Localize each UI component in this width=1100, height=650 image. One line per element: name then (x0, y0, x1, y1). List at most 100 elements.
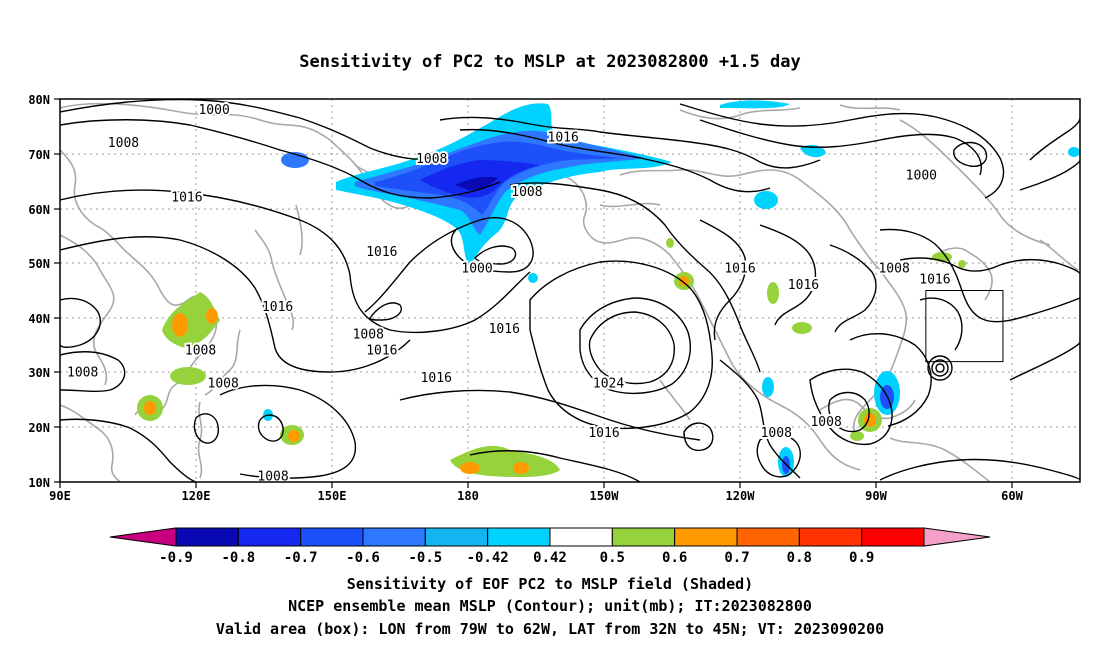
colorbar-level-label: 0.7 (724, 550, 749, 566)
lat-label: 20N (28, 421, 50, 435)
lon-label: 90E (49, 489, 71, 503)
positive-blob-plains (792, 322, 812, 334)
map-frame (59, 98, 1081, 483)
colorbar-level-label: -0.8 (221, 550, 255, 566)
latitude-labels: 80N 70N 60N 50N 40N 30N 20N 10N (28, 93, 50, 490)
contour-label: 1016 (919, 273, 950, 288)
colorbar-swatch (798, 527, 863, 547)
positive-blob-rockies (767, 282, 779, 304)
positive-blob-korea-core (206, 308, 218, 324)
lon-label: 90W (865, 489, 887, 503)
mslp-contours (60, 99, 1080, 482)
colorbar-level-label: 0.8 (787, 550, 812, 566)
contour-label: 1008 (511, 185, 542, 200)
negative-blob-greenland (1068, 147, 1080, 157)
contour-label: 1008 (185, 344, 216, 359)
positive-blob-tropical-pacific-core2 (513, 462, 529, 474)
colorbar-swatch (736, 527, 800, 547)
positive-blob-indochina-core (144, 401, 156, 415)
colorbar-right-arrow (923, 527, 991, 547)
colorbar-level-label: 0.9 (849, 550, 874, 566)
lat-label: 80N (28, 93, 50, 107)
contour-label: 1008 (810, 415, 841, 430)
contour-label: 1008 (761, 426, 792, 441)
contour-label: 1016 (366, 344, 397, 359)
contour-label: 1016 (171, 190, 202, 205)
positive-blob-tropical-pacific-core1 (460, 462, 480, 474)
colorbar-level-label: 0.6 (662, 550, 687, 566)
contour-label: 1000 (198, 103, 229, 118)
contour-label: 1016 (724, 262, 755, 277)
lon-label: 150W (590, 489, 620, 503)
negative-blob-baja (762, 377, 774, 397)
colorbar-swatch (300, 527, 364, 547)
axis-ticks (54, 98, 1013, 488)
shaded-sensitivity (137, 100, 1080, 478)
colorbar-swatch (549, 527, 613, 547)
map-panel: 1000 1008 1008 1016 1016 1008 1000 1016 1016 1016… (28, 93, 1081, 503)
lat-label: 40N (28, 312, 50, 326)
footer-line-1: Sensitivity of EOF PC2 to MSLP field (Sh… (347, 575, 753, 593)
lon-label: 180 (457, 489, 479, 503)
positive-blob-philippine-sea-core (288, 430, 300, 442)
negative-blob-canada (754, 191, 778, 209)
negative-blob-main-peak (455, 176, 498, 190)
colorbar-level-label: -0.42 (467, 550, 509, 566)
figure-title: Sensitivity of PC2 to MSLP at 2023082800… (299, 52, 801, 72)
contour-label: 1008 (353, 327, 384, 342)
positive-blob-alaska (666, 238, 674, 248)
positive-blob-northeast-pacific-core (679, 276, 689, 286)
contour-label: 1016 (489, 322, 520, 337)
contour-label: 1008 (416, 152, 447, 167)
lat-label: 70N (28, 148, 50, 162)
colorbar: -0.9 -0.8 -0.7 -0.6 -0.5 -0.42 0.42 0.5 0.6 0.7 0.… (109, 527, 991, 566)
colorbar-swatch (237, 527, 302, 547)
negative-blob-gulf-alaska (528, 273, 538, 283)
lon-label: 120E (182, 489, 211, 503)
valid-area-box (925, 290, 1004, 363)
contour-label: 1008 (67, 366, 98, 381)
lon-label: 120W (726, 489, 756, 503)
contour-label: 1016 (262, 300, 293, 315)
contour-label: 1008 (878, 262, 909, 277)
colorbar-swatch (674, 527, 738, 547)
lat-label: 50N (28, 257, 50, 271)
positive-blob-yucatan (850, 431, 864, 441)
contour-label: 1016 (548, 130, 579, 145)
lon-label: 60W (1001, 489, 1023, 503)
lat-label: 30N (28, 366, 50, 380)
colorbar-swatch (861, 527, 925, 547)
negative-blob-arctic (720, 100, 790, 109)
colorbar-swatch (362, 527, 426, 547)
contour-label: 1016 (421, 371, 452, 386)
contour-label: 1016 (588, 426, 619, 441)
colorbar-swatch (611, 527, 676, 547)
contour-label: 1008 (208, 377, 239, 392)
positive-blob-china-core (172, 313, 188, 337)
contour-label: 1000 (906, 169, 937, 184)
colorbar-level-label: -0.6 (346, 550, 380, 566)
contour-label: 1008 (108, 136, 139, 151)
colorbar-swatch (424, 527, 489, 547)
contour-label: 1016 (366, 245, 397, 260)
lat-label: 60N (28, 203, 50, 217)
contour-label: 1024 (593, 377, 624, 392)
contour-label: 1000 (461, 262, 492, 277)
positive-blob-newfoundland2 (958, 260, 966, 268)
colorbar-level-label: 0.5 (600, 550, 625, 566)
colorbar-level-label: -0.5 (408, 550, 442, 566)
positive-blob-east-china (170, 367, 206, 385)
footer-line-2: NCEP ensemble mean MSLP (Contour); unit(… (288, 597, 812, 615)
colorbar-swatch (487, 527, 551, 547)
longitude-labels: 90E 120E 150E 180 150W 120W 90W 60W (49, 489, 1023, 503)
colorbar-swatch (175, 527, 239, 547)
colorbar-level-label: -0.9 (159, 550, 193, 566)
lon-label: 150E (318, 489, 347, 503)
contour-label: 1016 (788, 278, 819, 293)
footer-line-3: Valid area (box): LON from 79W to 62W, L… (216, 620, 884, 638)
lat-label: 10N (28, 476, 50, 490)
colorbar-level-label: -0.7 (284, 550, 318, 566)
colorbar-left-arrow (109, 527, 177, 547)
colorbar-level-label: 0.42 (533, 550, 567, 566)
